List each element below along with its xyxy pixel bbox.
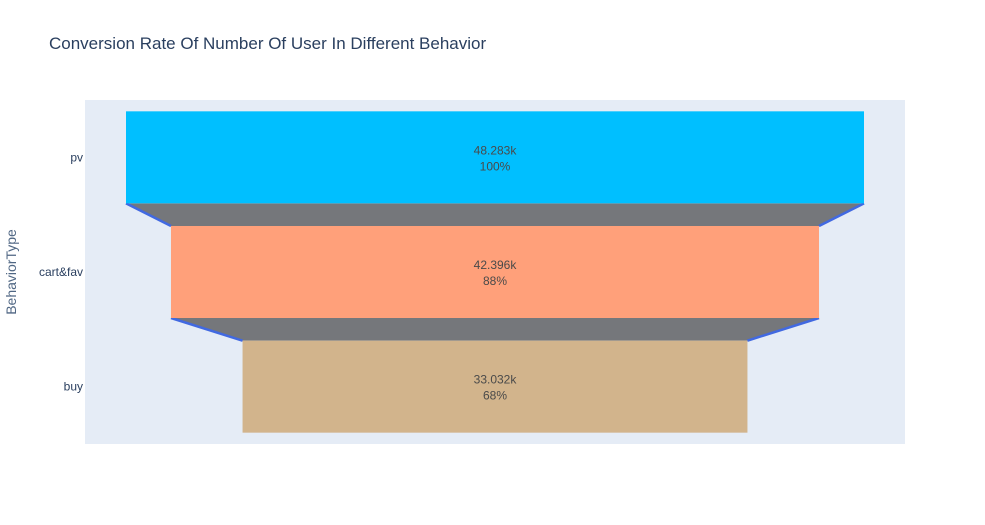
connectors-group	[125, 202, 865, 342]
y-axis-label: BehaviorType	[3, 229, 19, 315]
bars-group: 48.283k 100% 42.396k 88% 33.032k 68%	[126, 111, 864, 433]
value-label: 33.032k	[474, 373, 518, 387]
y-ticks-group: pv cart&fav buy	[39, 150, 83, 393]
y-tick-label: cart&fav	[39, 265, 83, 279]
funnel-bar-buy[interactable]	[242, 340, 748, 433]
percent-label: 68%	[483, 389, 507, 403]
value-label: 48.283k	[474, 143, 518, 157]
value-label: 42.396k	[474, 258, 518, 272]
connector-edge-0-0	[125, 202, 172, 228]
connector-1	[170, 318, 820, 341]
connector-0	[126, 203, 864, 226]
y-tick-label: pv	[70, 150, 83, 164]
connector-edge-1-1	[747, 316, 820, 342]
chart-title: Conversion Rate Of Number Of User In Dif…	[49, 34, 487, 53]
percent-label: 100%	[480, 159, 511, 173]
connector-edge-0-1	[818, 202, 865, 228]
percent-label: 88%	[483, 274, 507, 288]
y-tick-label: buy	[64, 380, 83, 394]
connector-edge-1-0	[170, 316, 243, 342]
funnel-bar-pv[interactable]	[126, 111, 864, 204]
funnel-bar-cart&fav[interactable]	[170, 226, 820, 318]
